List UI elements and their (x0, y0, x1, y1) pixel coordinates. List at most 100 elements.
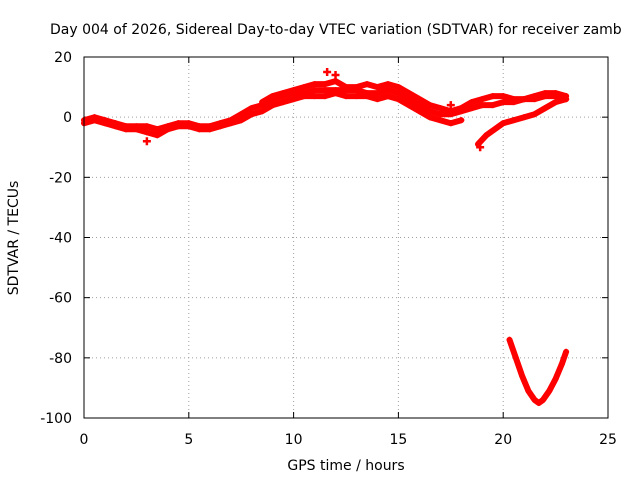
data-point (531, 396, 538, 403)
data-point (510, 117, 517, 124)
data-point (175, 123, 182, 130)
y-tick-label: -80 (49, 351, 72, 367)
y-axis-label: SDTVAR / TECUs (6, 181, 22, 296)
data-point (384, 93, 391, 100)
data-point (248, 105, 255, 112)
data-point (238, 117, 245, 124)
data-point (437, 105, 444, 112)
data-point (133, 126, 140, 133)
data-point (542, 105, 549, 112)
data-point (301, 84, 308, 91)
x-tick-label: 0 (80, 432, 89, 448)
data-point (405, 90, 412, 97)
data-point (395, 90, 402, 97)
data-point (259, 108, 266, 115)
data-point (500, 120, 507, 127)
x-tick-label: 5 (184, 432, 193, 448)
data-point (458, 105, 465, 112)
outlier-point (323, 68, 332, 77)
data-point (217, 123, 224, 130)
data-point (91, 117, 98, 124)
data-point (384, 87, 391, 94)
series-line-late-branch (475, 96, 570, 148)
data-point (531, 93, 538, 100)
x-tick-label: 25 (599, 432, 617, 448)
data-point (154, 132, 161, 139)
data-point (468, 99, 475, 106)
data-point (238, 111, 245, 118)
data-point (374, 84, 381, 91)
data-point (437, 111, 444, 118)
data-point (290, 87, 297, 94)
data-point (437, 117, 444, 124)
data-point (489, 93, 496, 100)
x-axis-label: GPS time / hours (287, 458, 404, 474)
data-point (489, 102, 496, 109)
data-point (363, 93, 370, 100)
data-point (416, 108, 423, 115)
data-point (491, 126, 498, 133)
data-point (447, 120, 454, 127)
data-point (458, 117, 465, 124)
data-point (395, 96, 402, 103)
data-point (332, 78, 339, 85)
data-point (552, 99, 559, 106)
data-point (468, 105, 475, 112)
data-point (353, 84, 360, 91)
x-tick-label: 20 (494, 432, 512, 448)
data-point (248, 111, 255, 118)
data-point (353, 93, 360, 100)
data-point (479, 96, 486, 103)
data-point (101, 120, 108, 127)
y-tick-label: -40 (49, 231, 72, 247)
chart-title: Day 004 of 2026, Sidereal Day-to-day VTE… (50, 22, 622, 38)
data-point (525, 387, 532, 394)
data-point (196, 126, 203, 133)
data-point (552, 90, 559, 97)
data-point (510, 96, 517, 103)
data-point (540, 396, 547, 403)
data-series (81, 68, 570, 406)
data-point (426, 114, 433, 121)
outlier-point (142, 137, 151, 146)
data-point (384, 81, 391, 88)
data-point (311, 81, 318, 88)
data-point (143, 123, 150, 130)
data-point (500, 93, 507, 100)
data-point (546, 387, 553, 394)
data-point (395, 84, 402, 91)
x-tick-label: 15 (389, 432, 407, 448)
data-point (405, 102, 412, 109)
data-point (143, 129, 150, 136)
data-point (280, 99, 287, 106)
y-tick-label: -20 (49, 170, 72, 186)
grid-lines (84, 57, 608, 418)
data-point (426, 108, 433, 115)
data-point (311, 93, 318, 100)
data-point (558, 360, 565, 367)
data-point (519, 372, 526, 379)
data-point (374, 90, 381, 97)
data-point (322, 87, 329, 94)
data-point (552, 375, 559, 382)
data-point (269, 102, 276, 109)
outlier-point (446, 101, 455, 110)
data-point (416, 96, 423, 103)
data-point (542, 90, 549, 97)
data-point (322, 93, 329, 100)
data-point (206, 126, 213, 133)
data-point (343, 84, 349, 91)
data-point (311, 87, 318, 94)
outlier-point (476, 143, 485, 152)
data-point (374, 96, 381, 103)
data-point (332, 90, 339, 97)
y-tick-label: 20 (54, 50, 72, 66)
series-line-dip-arc (506, 336, 570, 406)
outlier-point (331, 71, 340, 80)
y-tick-label: -100 (40, 411, 72, 427)
plot-frame (83, 56, 609, 419)
data-point (506, 336, 513, 343)
data-point (343, 93, 349, 100)
y-tick-label: 0 (63, 110, 72, 126)
